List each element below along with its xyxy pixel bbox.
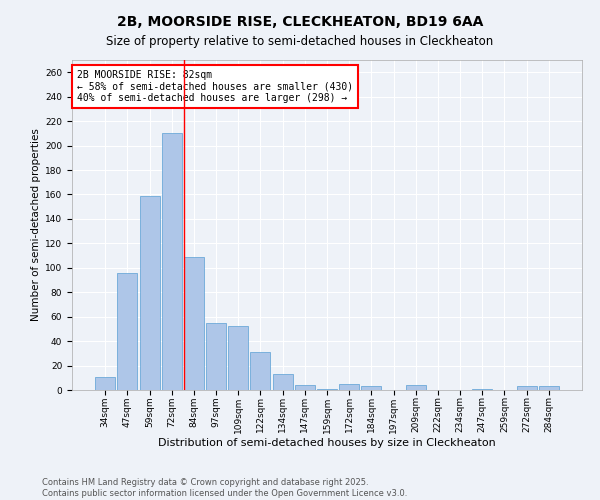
X-axis label: Distribution of semi-detached houses by size in Cleckheaton: Distribution of semi-detached houses by …: [158, 438, 496, 448]
Bar: [184, 257, 204, 390]
Text: 2B MOORSIDE RISE: 82sqm
← 58% of semi-detached houses are smaller (430)
40% of s: 2B MOORSIDE RISE: 82sqm ← 58% of semi-de…: [77, 70, 353, 103]
Text: 2B, MOORSIDE RISE, CLECKHEATON, BD19 6AA: 2B, MOORSIDE RISE, CLECKHEATON, BD19 6AA: [117, 15, 483, 29]
Bar: [250, 352, 271, 390]
Bar: [472, 389, 492, 390]
Bar: [228, 326, 248, 390]
Bar: [118, 272, 137, 390]
Bar: [517, 386, 536, 390]
Bar: [406, 385, 426, 390]
Bar: [317, 389, 337, 390]
Y-axis label: Number of semi-detached properties: Number of semi-detached properties: [31, 128, 41, 322]
Bar: [295, 385, 315, 390]
Bar: [206, 323, 226, 390]
Bar: [272, 374, 293, 390]
Bar: [95, 376, 115, 390]
Bar: [140, 196, 160, 390]
Bar: [361, 386, 382, 390]
Bar: [539, 386, 559, 390]
Text: Contains HM Land Registry data © Crown copyright and database right 2025.
Contai: Contains HM Land Registry data © Crown c…: [42, 478, 407, 498]
Bar: [339, 384, 359, 390]
Text: Size of property relative to semi-detached houses in Cleckheaton: Size of property relative to semi-detach…: [106, 35, 494, 48]
Bar: [162, 134, 182, 390]
